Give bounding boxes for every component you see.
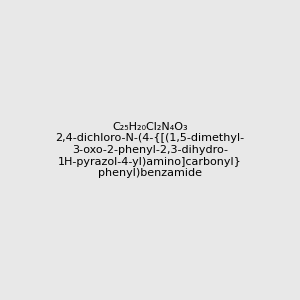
Text: C₂₅H₂₀Cl₂N₄O₃
2,4-dichloro-N-(4-{[(1,5-dimethyl-
3-oxo-2-phenyl-2,3-dihydro-
1H-: C₂₅H₂₀Cl₂N₄O₃ 2,4-dichloro-N-(4-{[(1,5-d…	[56, 122, 244, 178]
